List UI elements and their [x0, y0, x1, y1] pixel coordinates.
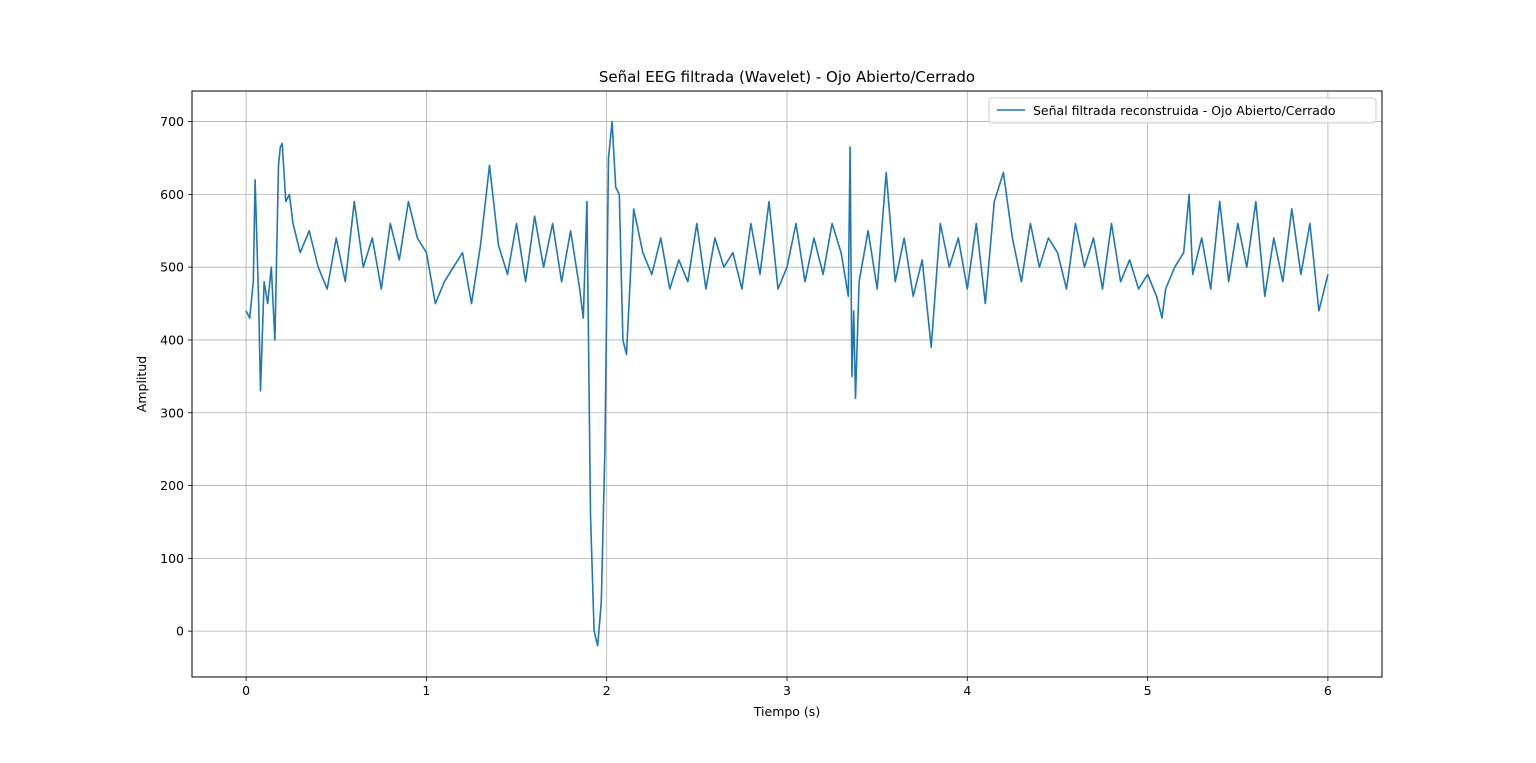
grid	[192, 91, 1382, 677]
x-tick-label: 1	[422, 683, 430, 698]
y-tick-label: 600	[160, 187, 184, 202]
y-tick-label: 200	[160, 478, 184, 493]
x-tick-label: 3	[783, 683, 791, 698]
x-tick-label: 2	[603, 683, 611, 698]
y-tick-label: 400	[160, 332, 184, 347]
x-axis-label: Tiempo (s)	[753, 704, 820, 719]
y-tick-label: 700	[160, 114, 184, 129]
y-tick-label: 500	[160, 260, 184, 275]
series-line	[245, 120, 1329, 647]
x-tick-label: 0	[242, 683, 250, 698]
y-axis-label: Amplitud	[134, 356, 149, 412]
x-tick-label: 5	[1144, 683, 1152, 698]
y-tick-label: 0	[176, 624, 184, 639]
series-layer	[245, 120, 1329, 647]
y-tick-label: 100	[160, 551, 184, 566]
x-tick-label: 6	[1324, 683, 1332, 698]
x-tick-label: 4	[963, 683, 971, 698]
legend-label: Señal filtrada reconstruida - Ojo Abiert…	[1033, 103, 1335, 118]
ticks: 0 1 2 3 4 5 6 0 100 200 300 400 500 600 700	[160, 114, 1332, 698]
chart-title: Señal EEG filtrada (Wavelet) - Ojo Abier…	[599, 68, 975, 86]
y-tick-label: 300	[160, 405, 184, 420]
legend: Señal filtrada reconstruida - Ojo Abiert…	[988, 97, 1377, 124]
legend-box	[988, 97, 1377, 124]
